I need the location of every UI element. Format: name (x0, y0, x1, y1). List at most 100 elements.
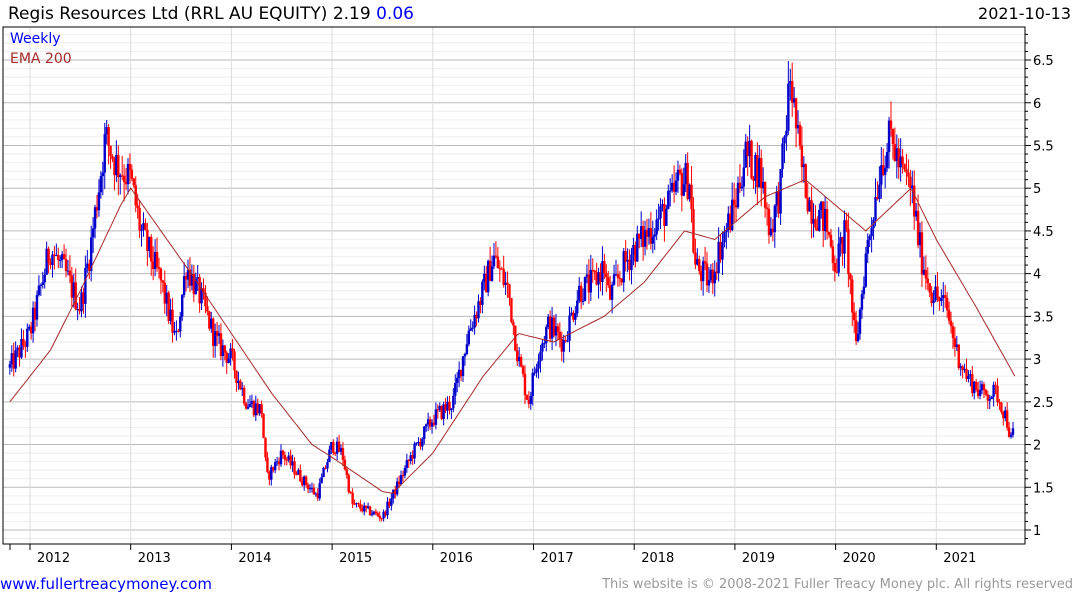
candle-down (965, 368, 968, 379)
candle-down (285, 459, 288, 461)
candle-down (380, 518, 383, 520)
candle-down (419, 441, 422, 447)
candle-down (494, 255, 498, 257)
candle-up (1004, 410, 1007, 419)
candle-down (132, 178, 135, 186)
candle-up (864, 253, 868, 287)
candle-up (392, 489, 395, 499)
candle-up (213, 331, 217, 346)
candle-up (153, 252, 157, 269)
candle-down (920, 232, 924, 275)
candle-up (84, 268, 87, 304)
candle-up (792, 98, 796, 103)
candle-up (438, 405, 441, 410)
candle-down (64, 259, 68, 272)
candle-down (171, 309, 174, 333)
candle-up (229, 348, 232, 359)
candle-down (277, 461, 281, 465)
candle-down (130, 169, 134, 179)
y-tick-label: 6 (1033, 97, 1041, 112)
candle-down (750, 140, 753, 179)
candle-up (969, 374, 972, 376)
site-link[interactable]: www.fullertreacymoney.com (0, 575, 213, 593)
candle-down (337, 441, 341, 452)
candle-down (1000, 402, 1003, 413)
candle-down (289, 455, 292, 466)
candle-down (260, 404, 263, 414)
candle-up (291, 461, 294, 466)
candle-down (332, 442, 335, 453)
candle-up (674, 180, 678, 192)
candle-up (423, 426, 426, 439)
candle-up (339, 448, 343, 452)
candle-down (155, 252, 159, 268)
candle-down (893, 144, 897, 162)
candle-up (119, 175, 122, 178)
candle-up (653, 234, 656, 237)
candle-down (591, 269, 594, 271)
candle-down (752, 178, 755, 181)
candle-down (397, 481, 401, 485)
candle-down (949, 320, 953, 327)
candle-up (165, 292, 168, 304)
candle-up (430, 422, 434, 427)
candle-down (281, 450, 285, 455)
x-tick-label: 2017 (541, 551, 574, 566)
candle-up (425, 424, 428, 427)
candle-down (113, 159, 116, 176)
candle-down (620, 278, 624, 283)
candle-down (825, 208, 829, 233)
candle-down (514, 325, 517, 351)
candle-down (852, 312, 856, 321)
candle-up (45, 248, 48, 275)
candle-down (806, 197, 809, 212)
candle-down (401, 475, 405, 477)
candle-down (349, 492, 352, 494)
candle-down (634, 244, 637, 262)
x-tick-label: 2015 (339, 551, 372, 566)
candle-down (440, 405, 443, 419)
candle-down (374, 511, 378, 514)
candle-down (432, 422, 436, 425)
candle-up (417, 441, 420, 443)
candle-up (190, 274, 194, 286)
candle-down (572, 312, 575, 320)
candle-up (386, 501, 389, 516)
candle-up (446, 401, 449, 411)
ema-200-line (9, 179, 1016, 494)
candle-down (488, 260, 492, 281)
candle-down (502, 268, 505, 285)
candle-up (415, 442, 418, 444)
chart-date: 2021-10-13 (978, 4, 1071, 23)
candle-up (676, 169, 680, 181)
candle-up (492, 255, 496, 267)
candle-down (810, 200, 813, 224)
candle-down (694, 252, 697, 265)
candle-up (101, 172, 105, 177)
candle-down (124, 182, 128, 185)
candle-down (444, 404, 447, 411)
candle-up (322, 467, 325, 478)
candle-down (986, 394, 990, 401)
candle-up (866, 240, 869, 254)
candle-up (89, 237, 93, 271)
candle-up (988, 399, 991, 401)
candle-down (88, 263, 91, 271)
candle-down (901, 156, 904, 164)
candle-up (761, 182, 765, 189)
candle-down (353, 503, 356, 505)
candle-up (785, 130, 788, 137)
candle-up (758, 158, 761, 188)
candle-up (626, 259, 629, 262)
candle-down (33, 307, 37, 320)
candle-up (837, 243, 840, 273)
candle-up (562, 340, 565, 352)
candle-up (372, 511, 376, 515)
candle-down (68, 270, 72, 276)
candle-down (485, 273, 488, 293)
candle-down (663, 204, 666, 226)
candle-up (878, 184, 881, 200)
candle-down (638, 233, 641, 239)
candle-up (978, 390, 982, 396)
candle-down (849, 274, 852, 280)
